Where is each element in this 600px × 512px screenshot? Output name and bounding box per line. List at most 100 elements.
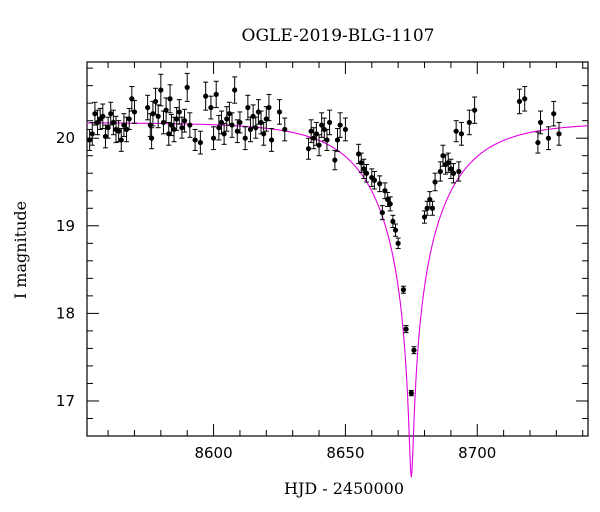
data-points-group	[87, 72, 562, 397]
data-marker	[126, 116, 132, 122]
data-marker	[358, 160, 364, 166]
data-marker	[100, 113, 106, 119]
data-point	[261, 121, 267, 146]
data-marker	[261, 131, 267, 137]
data-marker	[229, 122, 235, 128]
data-point	[203, 81, 209, 111]
data-point	[403, 325, 409, 334]
data-marker	[192, 137, 198, 143]
data-point	[176, 99, 182, 125]
data-point	[466, 109, 472, 136]
data-marker	[176, 109, 182, 115]
x-tick-label: 8650	[326, 444, 364, 462]
data-marker	[337, 122, 343, 128]
data-marker	[516, 98, 523, 105]
data-point	[424, 200, 430, 216]
data-point	[445, 152, 451, 173]
data-point	[308, 119, 314, 144]
x-tick-label: 8600	[194, 444, 232, 462]
data-marker	[181, 118, 188, 124]
data-point	[92, 101, 98, 126]
data-marker	[556, 131, 562, 137]
data-marker	[149, 135, 155, 141]
data-point	[105, 116, 111, 139]
data-marker	[253, 125, 259, 131]
data-marker	[450, 170, 457, 176]
data-point	[551, 100, 557, 127]
data-marker	[131, 109, 138, 115]
data-point	[184, 72, 190, 102]
data-marker	[158, 87, 164, 93]
data-marker	[308, 128, 314, 134]
data-marker	[171, 126, 177, 133]
axis-ticks	[87, 62, 588, 437]
data-marker	[361, 166, 367, 172]
data-point	[387, 196, 393, 212]
data-marker	[105, 125, 111, 131]
data-point	[556, 121, 562, 146]
data-marker	[268, 137, 275, 143]
data-marker	[216, 125, 222, 131]
data-point	[110, 109, 116, 136]
data-marker	[255, 109, 261, 115]
data-point	[149, 127, 155, 150]
data-point	[224, 106, 230, 132]
data-point	[395, 237, 401, 250]
data-point	[421, 210, 428, 224]
data-marker	[226, 111, 232, 117]
data-point	[321, 117, 327, 142]
data-point	[390, 214, 396, 229]
data-marker	[551, 111, 557, 117]
data-point	[311, 127, 317, 150]
data-point	[167, 84, 173, 114]
data-marker	[472, 107, 478, 113]
plot-frame	[86, 61, 589, 437]
data-point	[100, 103, 106, 130]
data-point	[168, 114, 174, 137]
data-point	[250, 104, 256, 129]
data-marker	[276, 109, 283, 115]
x-axis-label: HJD - 2450000	[284, 479, 404, 498]
data-point	[361, 158, 367, 179]
data-point	[87, 128, 93, 151]
data-marker	[355, 151, 362, 157]
data-marker	[123, 126, 130, 133]
data-point	[155, 104, 161, 129]
data-point	[456, 161, 462, 182]
data-point	[129, 86, 135, 112]
data-point	[429, 200, 436, 216]
data-marker	[535, 139, 541, 146]
data-point	[319, 112, 325, 138]
data-point	[448, 158, 454, 179]
data-point	[276, 99, 283, 125]
data-point	[545, 126, 552, 151]
data-point	[242, 126, 248, 151]
data-point	[116, 120, 122, 143]
data-marker	[242, 135, 248, 141]
data-point	[263, 106, 269, 132]
data-marker	[324, 137, 330, 143]
data-marker	[387, 201, 393, 207]
data-point	[266, 93, 272, 122]
y-tick-label: 20	[56, 129, 75, 147]
data-point	[437, 161, 443, 182]
data-point	[427, 191, 433, 208]
data-point	[218, 110, 225, 135]
data-marker	[87, 137, 93, 143]
data-marker	[179, 125, 185, 131]
data-point	[537, 110, 544, 135]
data-point	[432, 172, 438, 192]
data-point	[97, 107, 103, 130]
data-point	[247, 116, 254, 143]
data-marker	[377, 181, 383, 187]
data-marker	[221, 131, 227, 137]
data-point	[126, 107, 132, 130]
data-point	[174, 107, 180, 131]
data-point	[226, 101, 232, 126]
model-curve	[87, 122, 589, 478]
data-point	[237, 111, 243, 134]
data-point	[382, 182, 388, 200]
data-marker	[187, 122, 193, 128]
data-point	[377, 175, 383, 193]
